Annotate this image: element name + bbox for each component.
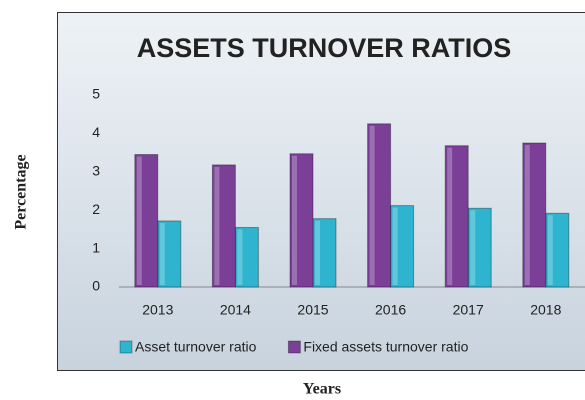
bar (211, 164, 236, 288)
y-tick-label: 1 (92, 239, 100, 255)
bar-highlight (524, 145, 530, 285)
legend-swatch (119, 340, 133, 354)
x-tick-label: 2013 (142, 302, 173, 318)
bar-highlight (315, 220, 320, 285)
x-tick-label: 2015 (297, 302, 328, 318)
bar-highlight (547, 215, 553, 285)
bar (444, 145, 469, 288)
bar (134, 154, 159, 288)
bar (289, 153, 314, 288)
legend-label: Asset turnover ratio (135, 339, 257, 355)
bar-highlight (292, 155, 297, 285)
y-tick-label: 0 (92, 278, 100, 294)
bar-highlight (470, 210, 476, 285)
x-axis-label: Years (303, 381, 341, 398)
bar-highlight (159, 222, 165, 285)
y-tick-label: 4 (92, 124, 100, 140)
y-tick-label: 5 (92, 86, 100, 102)
bar-highlight (214, 166, 220, 285)
bar (367, 123, 392, 288)
y-tick-label: 3 (92, 163, 100, 179)
bar-highlight (369, 125, 375, 285)
x-tick-label: 2014 (220, 302, 251, 318)
legend-swatch (287, 340, 301, 354)
chart-title: ASSETS TURNOVER RATIOS (137, 33, 512, 63)
x-tick-label: 2018 (530, 302, 561, 318)
y-tick-label: 2 (92, 201, 100, 217)
x-tick-label: 2016 (375, 302, 406, 318)
legend-label: Fixed assets turnover ratio (303, 339, 468, 355)
x-tick-label: 2017 (453, 302, 484, 318)
bar-highlight (447, 147, 453, 285)
bar (522, 142, 547, 288)
bar-highlight (136, 156, 142, 285)
bar-highlight (237, 229, 243, 285)
bar-highlight (392, 207, 398, 285)
y-axis-label: Percentage (13, 154, 30, 229)
